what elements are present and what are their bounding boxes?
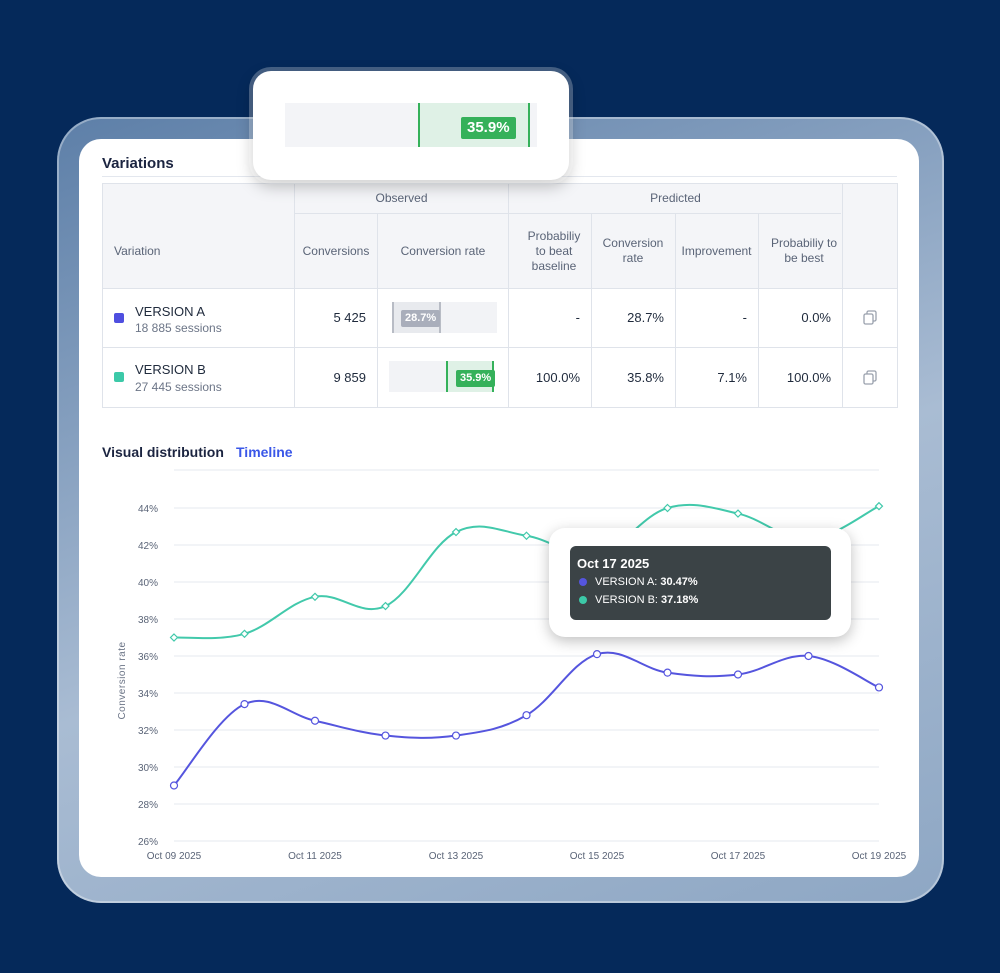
version-a-swatch [114, 313, 124, 323]
y-tick-label: 32% [138, 726, 158, 737]
version-b-point [381, 601, 390, 611]
pred-conversion-rate-cell: 35.8% [627, 369, 664, 385]
col-header-prob-best: Probabiliy to be best [770, 236, 838, 265]
y-tick-label: 34% [138, 689, 158, 700]
version-a-point [874, 683, 884, 692]
variations-table: Observed Predicted Variation Conversions… [102, 183, 898, 408]
col-header-pred-conversion-rate: Conversion rate [602, 236, 664, 265]
variation-name: VERSION A [135, 304, 206, 319]
prob-best-cell: 100.0% [786, 369, 831, 385]
conversion-rate-chart: 44% 42% 40% 38% 36% 34% 32% 30% 28% 26% Oct 09 202… [117, 469, 907, 862]
version-b-point [451, 527, 461, 537]
tab-timeline[interactable]: Timeline [236, 444, 293, 460]
highlight-label: 35.9% [461, 117, 516, 139]
col-header-variation: Variation [114, 243, 161, 258]
tooltip-value: 37.18% [660, 594, 699, 606]
y-tick-label: 40% [138, 578, 158, 589]
table-row [103, 288, 897, 347]
tooltip-series: VERSION A: [595, 576, 658, 588]
group-header-observed: Observed [375, 191, 428, 205]
prob-best-cell: 0.0% [801, 310, 831, 325]
variation-sessions: 27 445 sessions [135, 380, 222, 394]
conversion-rate-label: 28.7% [401, 310, 441, 327]
version-a-point [592, 650, 602, 659]
version-a-point [522, 711, 531, 720]
version-b-point [310, 592, 320, 602]
col-header-conversion-rate: Conversion rate [400, 243, 486, 258]
y-tick-label: 36% [138, 652, 158, 663]
group-header-predicted: Predicted [650, 191, 701, 205]
tooltip-row-a: VERSION A: 30.47% [579, 576, 698, 588]
version-b-point [169, 633, 179, 642]
tooltip-series: VERSION B: [595, 594, 658, 606]
copy-icon[interactable] [863, 370, 877, 385]
version-b-line [173, 503, 880, 640]
chart-tooltip: Oct 17 2025 VERSION A: 30.47% VERSION B:… [549, 528, 851, 637]
version-a-point [733, 670, 743, 679]
y-tick-label: 28% [138, 800, 158, 811]
version-a-point [240, 700, 249, 709]
series-dot-a [579, 578, 587, 586]
x-tick-label: Oct 17 2025 [711, 851, 766, 862]
improvement-cell: - [742, 310, 747, 325]
series-dot-b [579, 596, 587, 604]
y-tick-label: 38% [138, 615, 158, 626]
highlight-card: 35.9% [253, 71, 569, 180]
version-b-point [733, 509, 743, 518]
tab-visual-distribution[interactable]: Visual distribution [102, 444, 224, 460]
x-tick-label: Oct 09 2025 [147, 851, 202, 862]
col-header-improvement: Improvement [681, 243, 752, 258]
version-a-point [310, 716, 320, 725]
conversions-cell: 5 425 [333, 310, 366, 325]
y-tick-label: 30% [138, 763, 158, 774]
y-tick-label: 44% [138, 504, 158, 515]
x-tick-label: Oct 15 2025 [570, 851, 625, 862]
version-a-point [381, 731, 390, 740]
tooltip-value: 30.47% [660, 576, 698, 588]
variation-sessions: 18 885 sessions [135, 321, 222, 335]
version-b-point [874, 501, 884, 511]
conversions-cell: 9 859 [333, 369, 366, 385]
version-b-point [522, 531, 531, 541]
conversion-rate-label: 35.9% [456, 370, 496, 387]
y-tick-label: 26% [138, 837, 158, 848]
version-a-point [663, 668, 672, 677]
prob-beat-baseline-cell: 100.0% [535, 369, 580, 385]
variations-card: Variations Observed Predicted Variation … [79, 139, 919, 877]
prob-beat-baseline-cell: - [575, 310, 580, 325]
x-tick-label: Oct 11 2025 [288, 851, 342, 862]
col-header-prob-beat-baseline: Probabiliy to beat baseline [527, 228, 581, 273]
version-b-point [240, 629, 249, 639]
x-tick-label: Oct 13 2025 [429, 851, 484, 862]
version-b-point [663, 503, 672, 513]
version-b-swatch [114, 372, 124, 382]
version-a-point [804, 651, 813, 661]
section-title: Variations [102, 155, 174, 172]
tooltip-row-b: VERSION B: 37.18% [579, 594, 698, 606]
highlight-bar: 35.9% [285, 103, 537, 147]
pred-conversion-rate-cell: 28.7% [627, 310, 664, 325]
col-header-conversions: Conversions [302, 243, 370, 258]
y-axis-label: Conversion rate [117, 641, 128, 719]
improvement-cell: 7.1% [717, 369, 747, 385]
x-tick-label: Oct 19 2025 [852, 851, 907, 862]
table-row [103, 348, 897, 407]
y-tick-label: 42% [138, 541, 158, 552]
variation-name: VERSION B [135, 362, 206, 377]
version-a-point [169, 781, 179, 790]
version-a-point [451, 731, 461, 740]
copy-icon[interactable] [863, 310, 877, 325]
conversion-rate-bar: 35.9% [389, 361, 496, 392]
conversion-rate-bar: 28.7% [392, 302, 497, 333]
tooltip-date: Oct 17 2025 [577, 556, 650, 571]
